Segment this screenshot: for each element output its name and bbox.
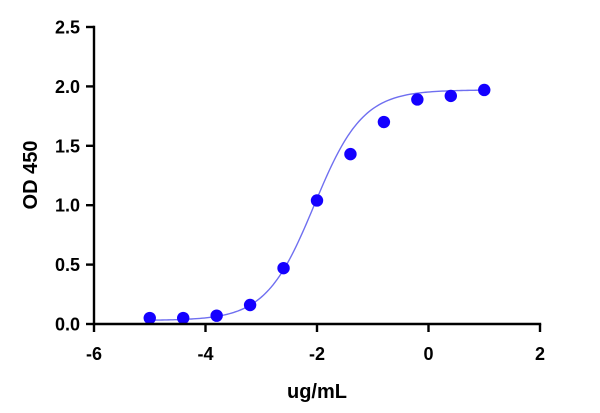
data-point: [478, 83, 491, 97]
y-tick-label: 0.5: [55, 255, 80, 275]
x-tick-label: -4: [197, 344, 213, 364]
data-point: [143, 311, 156, 325]
data-point: [411, 93, 424, 106]
y-tick-label: 1.0: [55, 196, 80, 216]
x-tick-label: -6: [86, 344, 102, 364]
y-tick-label: 1.5: [55, 136, 80, 156]
data-point: [377, 115, 391, 129]
x-tick-label: 2: [535, 344, 545, 364]
x-tick-label: 0: [423, 344, 433, 364]
data-point: [243, 298, 257, 312]
data-points-layer: [143, 83, 491, 325]
axes-layer: [92, 25, 542, 326]
data-point: [310, 194, 324, 207]
data-point: [177, 311, 190, 325]
x-axis-title: ug/mL: [287, 381, 347, 403]
y-axis-title: OD 450: [20, 141, 42, 210]
x-tick-label: -2: [309, 344, 325, 364]
y-tick-label: 0.0: [55, 315, 80, 335]
y-tick-label: 2.5: [55, 18, 80, 38]
y-axis-ticks: 0.0 0.5 1.0 1.5 2.0 2.5: [55, 18, 94, 335]
x-axis-ticks: -6 -4 -2 0 2: [86, 324, 545, 364]
data-point: [210, 309, 223, 322]
y-tick-label: 2.0: [55, 77, 80, 97]
data-point: [344, 147, 357, 161]
data-point: [277, 261, 290, 275]
data-point: [444, 89, 457, 103]
